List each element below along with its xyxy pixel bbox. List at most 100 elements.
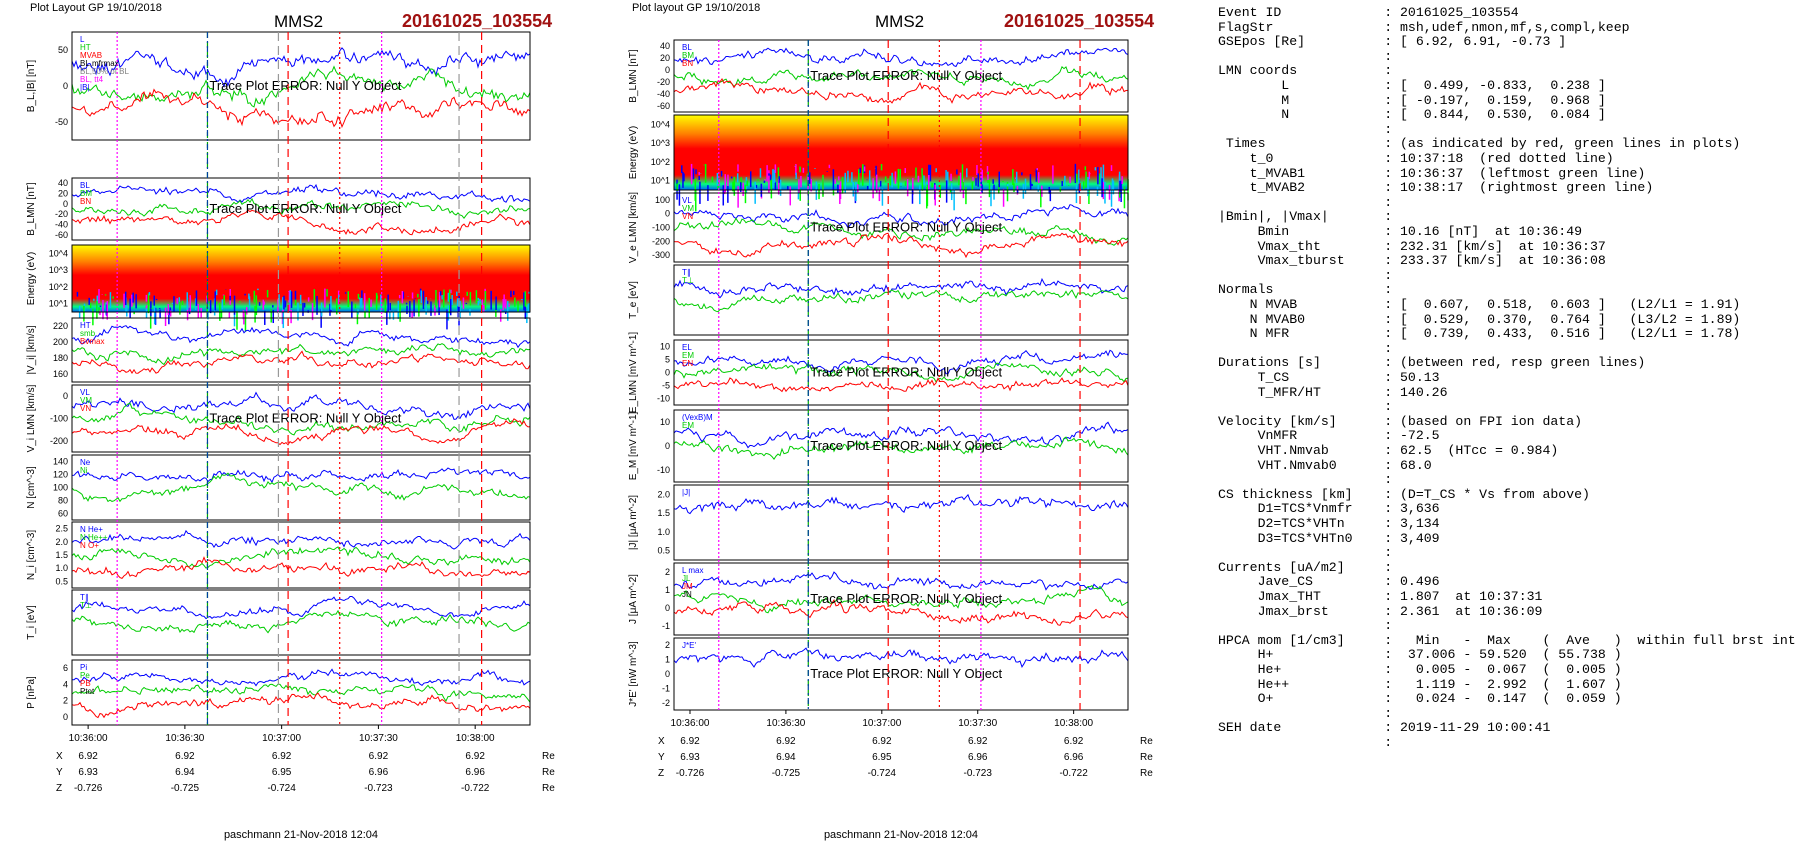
spectrogram-speck [176, 298, 178, 304]
spectrogram-speck [789, 186, 791, 206]
spectrogram-speck [1108, 184, 1111, 200]
parameter-line: He+ : 0.005 - 0.067 ( 0.005 ) [1218, 662, 1622, 677]
legend-entry: N He++ [80, 533, 108, 542]
spectrogram-speck [335, 298, 338, 315]
spectrogram-speck [96, 301, 98, 319]
spectrogram-speck [282, 311, 285, 329]
parameter-line: FlagStr : msh,udef,nmon,mf,s,compl,keep [1218, 19, 1630, 35]
spectrogram-speck [993, 189, 995, 200]
spectrogram-speck [186, 292, 188, 310]
spectrogram-speck [443, 289, 445, 296]
parameter-line: M : [ -0.197, 0.159, 0.968 ] [1218, 92, 1606, 108]
legend-entry: BM [682, 51, 694, 60]
y-tick-label: 2.0 [55, 537, 68, 547]
y-axis-label: T_e [eV] [628, 281, 639, 319]
legend-entry: BL [80, 181, 90, 190]
x-tick-label: 10:37:00 [862, 718, 901, 729]
legend-entry: N O+ [80, 541, 99, 550]
footer-label: paschmann 21-Nov-2018 12:04 [824, 829, 978, 841]
gse-value: 6.92 [968, 736, 988, 747]
trace-j-e- [673, 647, 1129, 669]
spectrogram-speck [236, 310, 238, 330]
spectrogram-speck [126, 305, 128, 317]
parameter-line: Event ID : 20161025_103554 [1218, 5, 1519, 20]
spectrogram-speck [451, 294, 453, 306]
spectrogram-speck [884, 176, 887, 183]
spectrogram-speck [834, 179, 837, 184]
spectrogram-speck [730, 176, 733, 179]
x-tick-label: 10:36:30 [766, 718, 805, 729]
spectrogram-speck [1121, 176, 1123, 184]
spectrogram-speck [422, 290, 425, 309]
trace-l-max [673, 571, 1129, 591]
spectrogram-speck [947, 171, 949, 187]
legend-entry: VN [682, 212, 693, 221]
spectrogram-speck [716, 172, 719, 186]
parameter-line: t_0 : 10:37:18 (red dotted line) [1218, 151, 1614, 166]
spectrogram-speck [1006, 183, 1009, 187]
spectrogram-speck [357, 293, 360, 299]
spectrogram-speck [1078, 179, 1081, 194]
spectrogram-speck [98, 289, 100, 304]
spectrogram-speck [405, 302, 408, 305]
spectrogram-speck [727, 186, 729, 203]
parameter-line: D3=TCS*VHTn0 : 3,409 [1218, 530, 1440, 546]
spectrogram-speck [233, 295, 236, 315]
y-tick-label: 6 [63, 663, 68, 673]
gse-unit: Re [542, 751, 555, 762]
spectrogram-speck [446, 309, 448, 330]
spectrogram-speck [150, 308, 153, 309]
panel-ni: N He+N He++N O+ 2.5 2.0 1.5 1.0 0.5 N_i [cm^-3… [26, 521, 531, 589]
spectrogram-speck [233, 307, 236, 327]
spectrogram-speck [263, 301, 265, 305]
spectrogram-speck [206, 295, 208, 309]
spectrogram-speck [779, 179, 782, 196]
spectrogram-speck [344, 292, 347, 294]
panel-je: J*E' 2 1 0 -1 -2 J*E' [nW m^-3] Trace Plot ERRO… [628, 637, 1129, 711]
gse-value: 6.93 [78, 767, 98, 778]
y-tick-label: -200 [50, 436, 68, 446]
spectrogram-speck [818, 183, 820, 200]
y-tick-label: 10^1 [49, 299, 68, 309]
spectrogram-speck [159, 309, 161, 318]
spectrogram-speck [148, 292, 151, 296]
trace-n-he- [71, 529, 531, 550]
spectrogram-speck [919, 185, 921, 205]
spectrogram-speck [808, 172, 811, 184]
y-axis-label: Energy (eV) [628, 126, 639, 179]
trace-t- [71, 596, 531, 620]
spectrogram-speck [123, 293, 125, 308]
spectrogram-speck [1002, 188, 1005, 207]
spectrogram-speck [215, 289, 218, 296]
spectrogram-speck [740, 177, 742, 186]
parameter-line: N MVAB : [ 0.607, 0.518, 0.603 ] (L2/L1 … [1218, 297, 1741, 312]
spectrogram-speck [683, 173, 685, 182]
spectrogram-speck [740, 182, 742, 192]
y-tick-label: -10 [657, 465, 670, 475]
y-tick-label: -50 [55, 117, 68, 127]
spectrogram-speck [438, 291, 441, 308]
gse-value: 6.92 [872, 736, 892, 747]
spectrogram-speck [330, 296, 332, 310]
spectrogram-speck [774, 181, 777, 191]
parameter-line: Jmax_THT : 1.807 at 10:37:31 [1218, 589, 1543, 604]
trace-bl [71, 183, 531, 203]
legend-entry: EN [682, 359, 693, 368]
spectrogram-speck [258, 302, 261, 306]
spacecraft-label: MMS2 [274, 12, 323, 31]
legend-entry: smb [80, 329, 96, 338]
y-tick-label: -60 [55, 230, 68, 240]
spectrogram-speck [872, 178, 874, 199]
spectrogram-speck [109, 292, 112, 309]
gse-row-label: Z [56, 783, 62, 794]
y-tick-label: -2 [662, 698, 670, 708]
legend-entry: Pe [80, 671, 90, 680]
spectrogram-speck [722, 185, 725, 206]
spectrogram-speck [409, 300, 411, 318]
spectrogram-speck [524, 306, 527, 319]
spectrogram-speck [939, 184, 942, 198]
spectrogram-speck [149, 308, 152, 329]
spectrogram-speck [189, 295, 191, 312]
parameter-line: VHT.Nmvab0 : 68.0 [1218, 457, 1432, 473]
